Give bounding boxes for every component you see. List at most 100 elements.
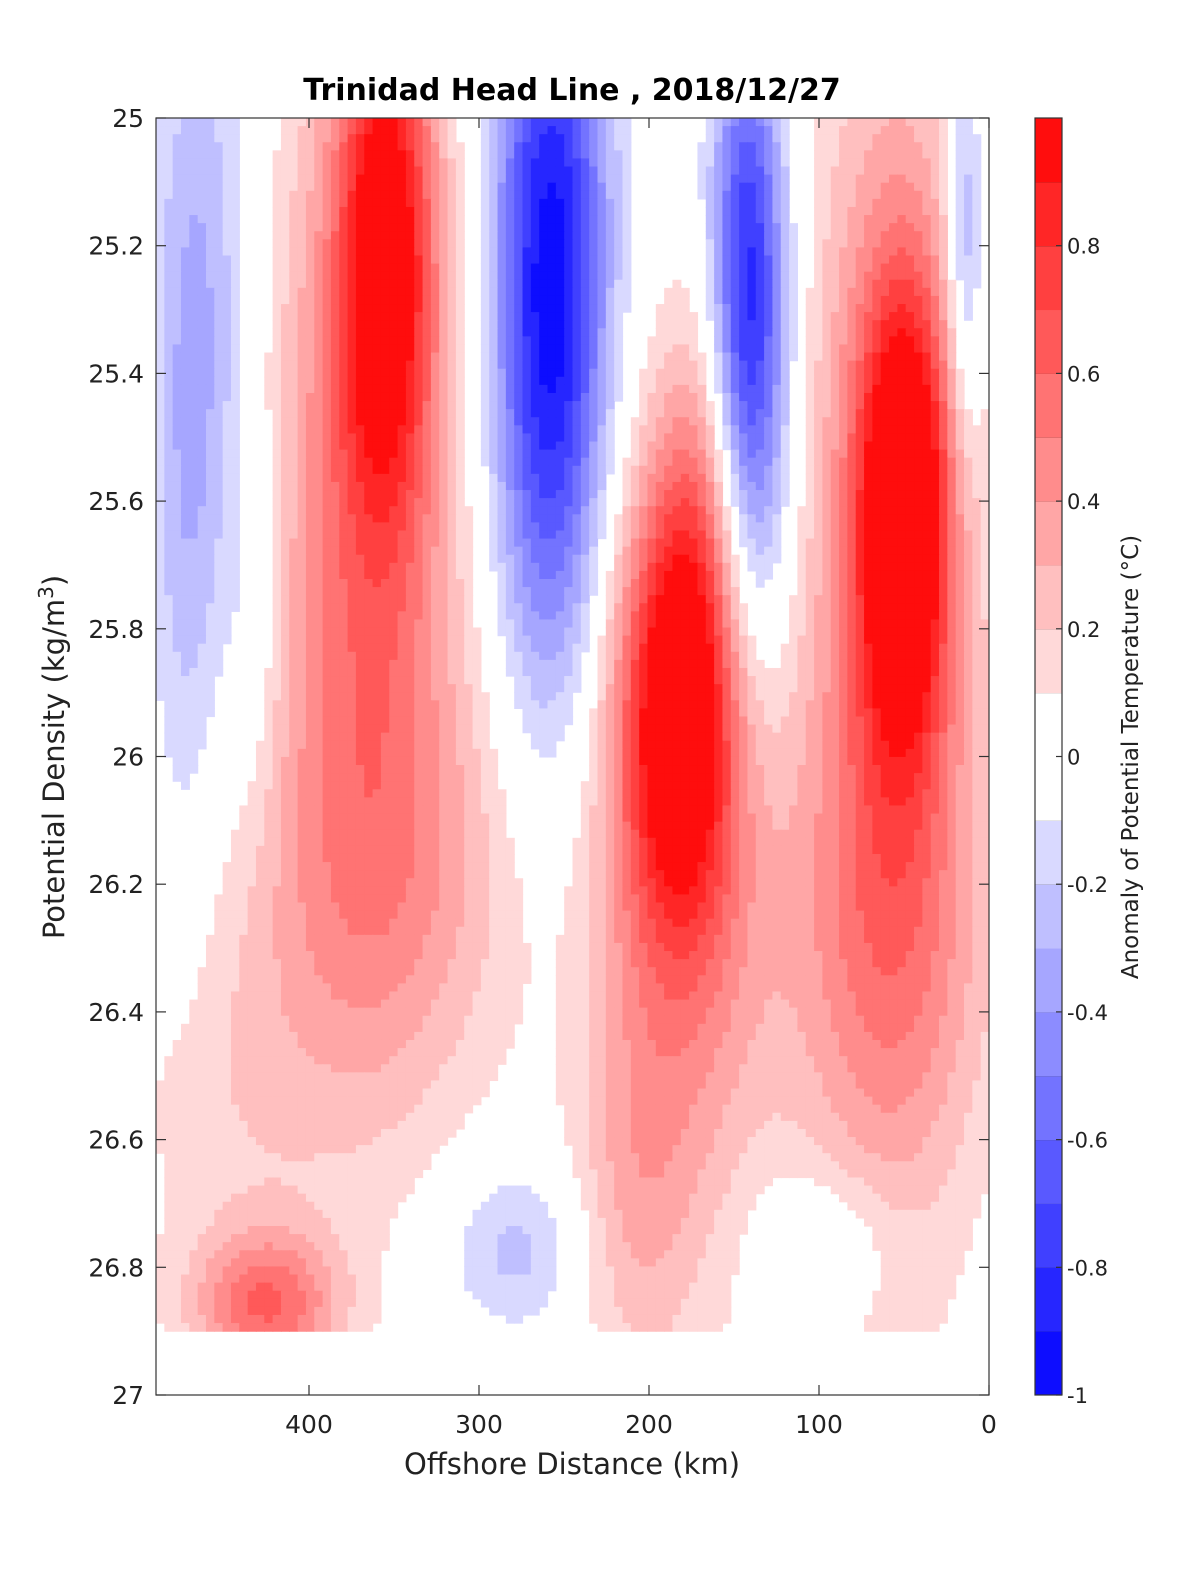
contour-cell xyxy=(522,352,532,362)
contour-cell xyxy=(430,401,440,410)
contour-cell xyxy=(189,215,199,224)
contour-cell xyxy=(180,295,190,305)
contour-cell xyxy=(947,433,957,443)
contour-cell xyxy=(197,522,207,532)
contour-cell xyxy=(914,587,923,596)
contour-cell xyxy=(322,433,332,443)
contour-cell xyxy=(864,344,873,354)
contour-cell xyxy=(522,336,532,346)
contour-cell xyxy=(222,441,232,451)
contour-cell xyxy=(222,344,232,354)
contour-cell xyxy=(405,255,415,265)
contour-cell xyxy=(839,142,848,151)
contour-cell xyxy=(814,530,823,540)
contour-cell xyxy=(939,182,948,192)
contour-cell xyxy=(322,465,332,475)
contour-cell xyxy=(505,215,515,224)
contour-cell xyxy=(297,465,307,475)
contour-cell xyxy=(272,554,282,564)
contour-cell xyxy=(722,368,732,378)
contour-cell xyxy=(389,384,399,394)
contour-cell xyxy=(280,279,290,289)
contour-cell xyxy=(572,368,582,378)
contour-cell xyxy=(872,352,882,362)
contour-cell xyxy=(864,126,873,135)
contour-cell xyxy=(980,538,989,548)
contour-cell xyxy=(305,279,315,289)
contour-cell xyxy=(172,198,182,208)
contour-cell xyxy=(289,352,299,362)
contour-cell xyxy=(589,158,599,168)
contour-cell xyxy=(572,198,582,208)
contour-cell xyxy=(214,126,224,135)
contour-cell xyxy=(380,579,390,588)
contour-cell xyxy=(714,570,724,580)
contour-cell xyxy=(964,546,973,556)
contour-cell xyxy=(897,198,907,208)
contour-cell xyxy=(389,473,399,483)
contour-cell xyxy=(889,417,898,426)
contour-cell xyxy=(864,304,873,313)
contour-cell xyxy=(889,142,898,151)
contour-cell xyxy=(214,206,224,216)
contour-cell xyxy=(814,352,823,362)
contour-cell xyxy=(772,255,782,265)
contour-cell xyxy=(405,328,415,337)
contour-cell xyxy=(272,384,282,394)
contour-cell xyxy=(289,118,299,127)
contour-cell xyxy=(430,554,440,564)
contour-cell xyxy=(772,449,782,459)
contour-cell xyxy=(430,481,440,491)
contour-cell xyxy=(156,587,165,596)
contour-cell xyxy=(414,215,424,224)
contour-cell xyxy=(930,304,940,313)
contour-cell xyxy=(905,215,915,224)
contour-cell xyxy=(847,546,857,556)
contour-cell xyxy=(705,174,715,184)
contour-cell xyxy=(555,263,565,273)
contour-cell xyxy=(755,312,765,321)
contour-cell xyxy=(489,441,499,451)
contour-cell xyxy=(939,190,948,200)
contour-cell xyxy=(589,126,599,135)
contour-cell xyxy=(156,295,165,305)
contour-cell xyxy=(647,546,657,556)
contour-cell xyxy=(180,425,190,435)
contour-cell xyxy=(555,409,565,418)
contour-cell xyxy=(197,344,207,354)
contour-cell xyxy=(514,376,524,386)
contour-cell xyxy=(922,522,932,532)
contour-cell xyxy=(905,401,915,410)
contour-cell xyxy=(872,368,882,378)
contour-cell xyxy=(156,433,165,443)
contour-cell xyxy=(755,522,765,532)
contour-cell xyxy=(855,255,865,265)
contour-cell xyxy=(214,336,224,346)
contour-cell xyxy=(197,490,207,499)
contour-cell xyxy=(747,473,757,483)
contour-cell xyxy=(380,441,390,451)
contour-cell xyxy=(564,587,574,596)
contour-cell xyxy=(180,312,190,321)
contour-cell xyxy=(889,401,898,410)
contour-cell xyxy=(422,538,432,548)
contour-cell xyxy=(539,376,549,386)
contour-cell xyxy=(305,336,315,346)
contour-cell xyxy=(297,198,307,208)
contour-cell xyxy=(497,441,507,451)
contour-cell xyxy=(939,255,948,265)
contour-cell xyxy=(955,174,965,184)
contour-cell xyxy=(672,579,682,588)
contour-cell xyxy=(197,215,207,224)
contour-cell xyxy=(497,255,507,265)
contour-cell xyxy=(772,231,782,240)
contour-cell xyxy=(364,368,374,378)
contour-cell xyxy=(439,271,449,281)
contour-cell xyxy=(514,384,524,394)
contour-cell xyxy=(397,562,407,572)
contour-cell xyxy=(347,142,357,151)
contour-cell xyxy=(905,441,915,451)
contour-cell xyxy=(697,465,707,475)
contour-cell xyxy=(414,498,424,507)
contour-cell xyxy=(614,239,624,248)
